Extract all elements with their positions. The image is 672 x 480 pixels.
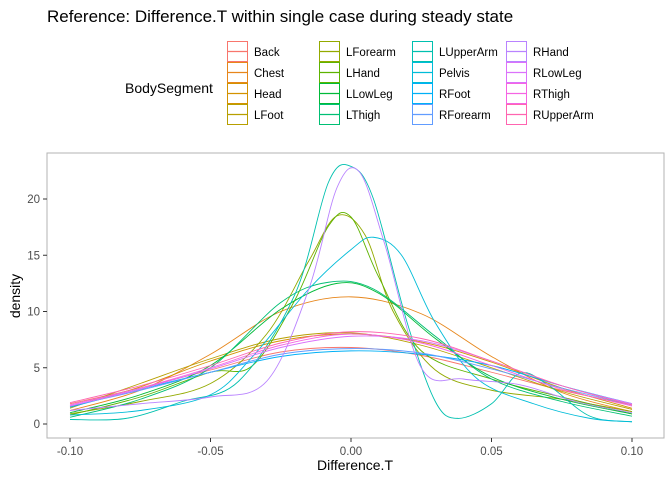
legend-item-rthigh: RThigh bbox=[506, 83, 570, 104]
legend-item-head: Head bbox=[227, 83, 282, 104]
y-tick-label: 0 bbox=[34, 419, 40, 431]
legend-label: LThigh bbox=[346, 110, 380, 122]
legend-label: RLowLeg bbox=[533, 68, 582, 80]
legend-label: Head bbox=[254, 89, 282, 101]
legend-label: LHand bbox=[346, 68, 380, 80]
x-axis: -0.10 -0.05 0.00 0.05 0.10 bbox=[57, 438, 643, 458]
legend-label: LLowLeg bbox=[346, 89, 393, 101]
y-tick-label: 15 bbox=[27, 250, 40, 262]
y-axis: 0 5 10 15 20 bbox=[27, 194, 47, 431]
legend-label: LUpperArm bbox=[439, 47, 498, 59]
legend: BodySegment Back Chest Head LFoot LForearm LH… bbox=[125, 41, 594, 125]
x-tick-label: 0.05 bbox=[480, 446, 502, 458]
legend-item-rlowleg: RLowLeg bbox=[506, 62, 582, 83]
chart-title: Reference: Difference.T within single ca… bbox=[47, 7, 513, 26]
legend-label: RHand bbox=[533, 47, 569, 59]
y-tick-label: 5 bbox=[34, 363, 40, 375]
density-curves bbox=[69, 164, 633, 423]
legend-item-rhand: RHand bbox=[506, 41, 569, 62]
y-tick-label: 20 bbox=[27, 194, 40, 206]
legend-label: LForearm bbox=[346, 47, 396, 59]
legend-label: Back bbox=[254, 47, 280, 59]
legend-item-lfoot: LFoot bbox=[227, 104, 284, 125]
x-tick-label: -0.05 bbox=[197, 446, 223, 458]
legend-label: RThigh bbox=[533, 89, 570, 101]
legend-label: Pelvis bbox=[439, 68, 470, 80]
density-curve-pelvis bbox=[69, 236, 633, 423]
legend-item-lhand: LHand bbox=[319, 62, 380, 83]
x-tick-label: 0.00 bbox=[340, 446, 362, 458]
legend-item-rupperarm: RUpperArm bbox=[506, 104, 594, 125]
x-tick-label: -0.10 bbox=[57, 446, 83, 458]
y-axis-label: density bbox=[7, 274, 23, 318]
density-curve-rfoot bbox=[69, 350, 633, 408]
density-curve-rthigh bbox=[69, 333, 633, 407]
legend-label: RForearm bbox=[439, 110, 491, 122]
legend-item-back: Back bbox=[227, 41, 280, 62]
legend-label: RFoot bbox=[439, 89, 471, 101]
legend-label: LFoot bbox=[254, 110, 284, 122]
legend-label: RUpperArm bbox=[533, 110, 594, 122]
legend-item-chest: Chest bbox=[227, 62, 285, 83]
y-tick-label: 10 bbox=[27, 307, 40, 319]
legend-title: BodySegment bbox=[125, 80, 213, 96]
legend-item-pelvis: Pelvis bbox=[412, 62, 470, 83]
x-tick-label: 0.10 bbox=[621, 446, 643, 458]
density-curve-rupperarm bbox=[69, 331, 633, 406]
density-curve-llowleg bbox=[69, 282, 633, 415]
legend-item-rforearm: RForearm bbox=[412, 104, 491, 125]
legend-item-lupperarm: LUpperArm bbox=[412, 41, 498, 62]
x-axis-label: Difference.T bbox=[317, 457, 393, 473]
legend-item-lforearm: LForearm bbox=[319, 41, 396, 62]
density-curve-rhand bbox=[69, 167, 633, 414]
legend-item-lthigh: LThigh bbox=[319, 104, 380, 125]
legend-item-rfoot: RFoot bbox=[412, 83, 471, 104]
density-curve-lfoot bbox=[69, 332, 633, 410]
legend-item-llowleg: LLowLeg bbox=[319, 83, 393, 104]
density-curve-lthigh bbox=[69, 280, 633, 418]
legend-label: Chest bbox=[254, 68, 285, 80]
